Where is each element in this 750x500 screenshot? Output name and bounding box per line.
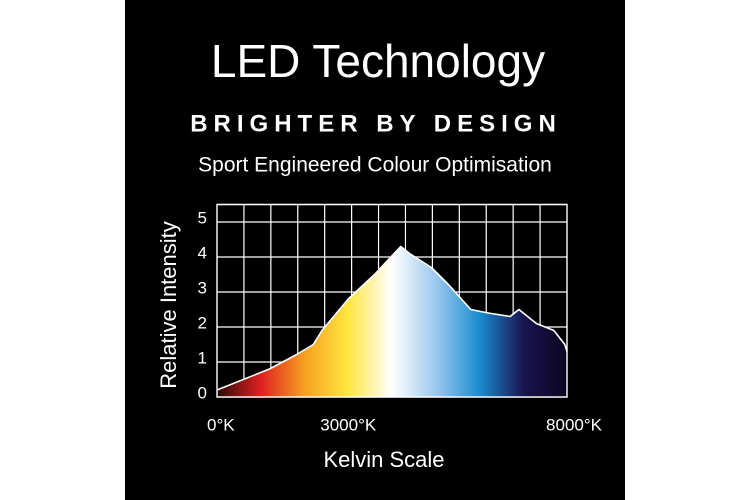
spectrum-area	[217, 246, 567, 397]
intensity-line	[216, 245, 568, 391]
panel	[125, 0, 625, 500]
x-axis-label: Kelvin Scale	[323, 447, 444, 472]
y-tick-label: 2	[198, 313, 207, 332]
chart-description: Sport Engineered Colour Optimisation	[198, 154, 552, 177]
chart-subtitle: BRIGHTER BY DESIGN	[190, 110, 562, 137]
x-tick-label: 0°K	[207, 415, 235, 434]
y-tick-label: 3	[198, 278, 207, 297]
plot-border	[216, 203, 568, 398]
y-tick-label: 4	[198, 243, 207, 262]
y-tick-label: 0	[198, 383, 207, 402]
y-axis-label: Relative Intensity	[156, 221, 181, 389]
chart-title: LED Technology	[211, 35, 545, 87]
y-tick-label: 1	[198, 348, 207, 367]
x-tick-label: 3000°K	[320, 415, 377, 434]
y-tick-label: 5	[198, 208, 207, 227]
x-tick-label: 8000°K	[546, 415, 603, 434]
